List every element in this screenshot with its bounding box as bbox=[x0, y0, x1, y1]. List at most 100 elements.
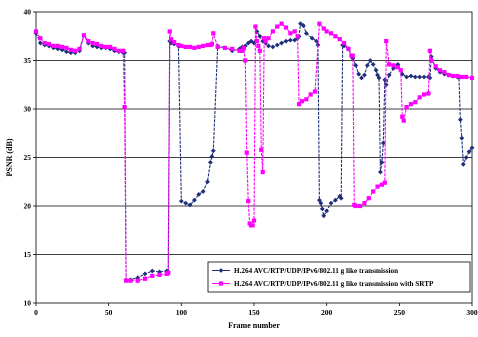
data-point-series-2 bbox=[86, 39, 91, 44]
data-point-series-1 bbox=[205, 179, 210, 185]
data-point-series-2 bbox=[401, 118, 406, 123]
data-point-series-1 bbox=[408, 73, 414, 79]
data-point-series-1 bbox=[386, 72, 392, 78]
data-point-series-2 bbox=[446, 72, 451, 78]
data-point-series-1 bbox=[279, 40, 285, 46]
x-axis-title: Frame number bbox=[228, 321, 280, 330]
y-axis-title: PSNR (dB) bbox=[5, 138, 14, 176]
data-point-series-2 bbox=[187, 44, 193, 50]
data-point-series-2 bbox=[46, 41, 52, 47]
data-point-series-1 bbox=[94, 44, 100, 50]
data-point-series-2 bbox=[413, 100, 418, 105]
data-point-series-2 bbox=[90, 40, 95, 46]
data-point-series-1 bbox=[245, 40, 251, 46]
data-point-series-2 bbox=[171, 39, 177, 45]
data-point-series-1 bbox=[364, 62, 370, 68]
data-point-series-1 bbox=[324, 208, 330, 214]
data-point-series-2 bbox=[469, 75, 475, 81]
data-point-series-2 bbox=[81, 33, 87, 38]
data-point-series-2 bbox=[51, 43, 56, 49]
data-point-series-1 bbox=[208, 159, 213, 165]
data-point-series-2 bbox=[408, 102, 414, 107]
data-point-series-2 bbox=[157, 272, 162, 277]
data-point-series-1 bbox=[353, 62, 359, 68]
data-point-series-2 bbox=[230, 46, 235, 51]
data-point-series-1 bbox=[378, 169, 383, 175]
data-point-series-2 bbox=[426, 91, 431, 96]
data-point-series-2 bbox=[196, 44, 201, 50]
data-point-series-1 bbox=[321, 213, 327, 219]
data-point-series-1 bbox=[427, 75, 433, 81]
data-point-series-2 bbox=[398, 68, 403, 73]
data-point-series-2 bbox=[317, 21, 322, 26]
y-tick-label: 40 bbox=[24, 8, 32, 17]
data-point-series-1 bbox=[254, 29, 260, 34]
data-point-series-2 bbox=[387, 62, 392, 67]
data-point-series-2 bbox=[442, 70, 447, 75]
data-point-series-2 bbox=[254, 39, 260, 44]
data-point-series-1 bbox=[142, 271, 148, 277]
data-point-series-2 bbox=[270, 29, 275, 34]
data-point-series-1 bbox=[266, 43, 271, 49]
data-point-series-2 bbox=[243, 58, 248, 63]
data-point-series-2 bbox=[169, 37, 174, 42]
data-point-series-1 bbox=[367, 58, 373, 63]
data-point-series-1 bbox=[64, 49, 69, 55]
data-point-series-2 bbox=[395, 65, 400, 70]
data-point-series-1 bbox=[457, 117, 463, 123]
data-point-series-2 bbox=[240, 48, 245, 53]
data-point-series-1 bbox=[376, 75, 382, 81]
data-point-series-2 bbox=[433, 64, 438, 69]
data-point-series-1 bbox=[187, 202, 193, 208]
data-point-series-2 bbox=[279, 21, 284, 26]
data-point-series-2 bbox=[237, 48, 242, 53]
data-point-series-2 bbox=[451, 73, 456, 79]
y-tick-label: 10 bbox=[24, 299, 32, 308]
x-tick-label: 100 bbox=[176, 308, 188, 317]
data-point-series-2 bbox=[308, 92, 313, 97]
data-point-series-1 bbox=[463, 155, 469, 160]
data-point-series-1 bbox=[309, 35, 315, 41]
data-point-series-2 bbox=[142, 276, 148, 281]
data-point-series-2 bbox=[353, 203, 358, 209]
data-point-series-2 bbox=[201, 43, 206, 49]
data-point-series-2 bbox=[38, 36, 43, 41]
data-point-series-2 bbox=[192, 45, 197, 50]
data-point-series-1 bbox=[404, 74, 409, 80]
data-point-series-2 bbox=[211, 31, 216, 36]
data-point-series-2 bbox=[421, 92, 427, 97]
data-point-series-1 bbox=[362, 72, 367, 78]
data-point-series-1 bbox=[328, 200, 334, 206]
data-point-series-1 bbox=[287, 37, 293, 43]
y-tick-label: 15 bbox=[24, 250, 32, 259]
data-point-series-2 bbox=[357, 203, 363, 209]
data-point-series-2 bbox=[253, 24, 258, 29]
series-line-2 bbox=[35, 22, 473, 282]
data-point-series-2 bbox=[299, 99, 305, 104]
data-point-series-2 bbox=[400, 114, 405, 119]
data-point-series-2 bbox=[218, 281, 224, 286]
data-point-series-2 bbox=[251, 218, 257, 223]
y-tick-label: 35 bbox=[24, 56, 32, 65]
data-point-series-2 bbox=[333, 34, 338, 39]
y-tick-label: 30 bbox=[24, 105, 32, 114]
data-point-series-1 bbox=[382, 77, 388, 83]
data-point-series-2 bbox=[183, 44, 188, 50]
data-point-series-1 bbox=[270, 44, 276, 50]
data-point-series-2 bbox=[244, 150, 249, 155]
data-point-series-2 bbox=[304, 97, 309, 102]
data-point-series-2 bbox=[437, 68, 443, 73]
data-point-series-1 bbox=[248, 38, 254, 44]
data-point-series-2 bbox=[257, 48, 262, 53]
data-point-series-2 bbox=[73, 48, 78, 53]
data-point-series-1 bbox=[257, 33, 263, 39]
data-point-series-2 bbox=[55, 43, 60, 49]
data-point-series-2 bbox=[346, 46, 351, 51]
series-layer bbox=[33, 21, 475, 283]
data-point-series-2 bbox=[116, 48, 121, 53]
data-point-series-1 bbox=[298, 21, 303, 27]
data-point-series-2 bbox=[260, 169, 265, 175]
data-point-series-1 bbox=[380, 140, 386, 146]
data-point-series-2 bbox=[292, 29, 297, 34]
